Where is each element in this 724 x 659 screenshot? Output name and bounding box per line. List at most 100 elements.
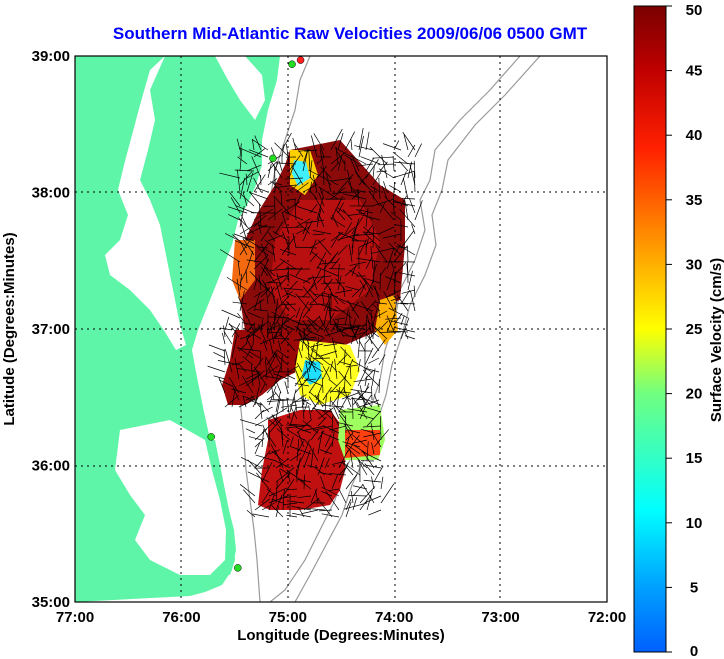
station-marker (234, 564, 242, 572)
current-vector (267, 316, 290, 319)
current-vector (246, 224, 268, 235)
current-vector (316, 165, 328, 179)
current-vector (305, 360, 324, 373)
current-vector (218, 379, 233, 387)
current-vector (400, 171, 407, 186)
current-vector (401, 289, 416, 294)
current-vector (356, 257, 381, 263)
current-vector (359, 179, 374, 193)
colorbar-tick-label: 45 (686, 63, 703, 80)
current-vector (362, 452, 375, 469)
current-vector (378, 177, 381, 200)
current-vector (283, 287, 290, 298)
current-vector (259, 350, 262, 366)
current-vector (295, 266, 303, 277)
current-vector (242, 356, 254, 366)
current-vector (371, 368, 376, 387)
current-vector (403, 134, 409, 151)
current-vector (247, 471, 270, 483)
current-vector (351, 154, 360, 172)
y-tick-label: 38:00 (32, 185, 70, 202)
current-vector (338, 370, 352, 387)
current-vector (285, 292, 297, 298)
current-vector (253, 214, 267, 228)
current-vector (224, 394, 239, 408)
current-vector (213, 375, 226, 380)
current-vector (273, 373, 289, 380)
current-vector (271, 386, 275, 401)
current-vector (354, 171, 367, 186)
current-vector (342, 441, 361, 448)
current-vector (295, 246, 318, 249)
current-vector (398, 160, 409, 172)
current-vector (358, 460, 368, 469)
current-vector (351, 439, 368, 444)
current-vector (374, 327, 388, 340)
current-vector (351, 225, 358, 249)
current-vector (270, 181, 283, 186)
current-vector (235, 205, 255, 214)
current-vector (260, 288, 270, 298)
current-vector (322, 410, 333, 420)
current-vector (315, 353, 331, 366)
current-vector (296, 438, 300, 462)
current-vector (318, 213, 325, 228)
current-vector (393, 201, 416, 207)
current-vector (317, 430, 325, 441)
current-vector (253, 177, 262, 193)
current-vector (414, 143, 422, 158)
current-vector (293, 336, 317, 341)
current-vector (320, 166, 332, 179)
current-vector (284, 381, 289, 394)
current-vector (370, 422, 375, 441)
current-vector (231, 384, 240, 401)
current-vector (324, 434, 332, 448)
current-vector (258, 203, 262, 228)
current-vector (318, 509, 333, 512)
current-vector (302, 286, 318, 305)
colorbar-tick-label: 40 (686, 127, 703, 144)
current-vector (239, 218, 248, 242)
current-vector (371, 476, 375, 490)
current-vector (301, 395, 305, 420)
current-vector (365, 281, 374, 298)
current-vector (344, 131, 356, 151)
current-vector (236, 169, 241, 193)
current-vector (358, 285, 366, 298)
current-vector (294, 377, 309, 394)
current-vector (316, 266, 339, 277)
current-vector (364, 375, 368, 387)
current-vector (317, 430, 323, 455)
current-vector (301, 425, 326, 432)
current-vector (348, 312, 352, 331)
current-vector (347, 300, 360, 319)
current-vector (362, 483, 375, 504)
current-vector (273, 314, 276, 331)
current-vector (337, 132, 344, 151)
current-vector (266, 432, 277, 448)
current-vector (378, 378, 381, 394)
current-vector (275, 399, 281, 420)
current-vector (380, 483, 395, 504)
current-vector (358, 209, 374, 214)
current-vector (277, 350, 289, 359)
current-vector (271, 505, 284, 518)
current-vector (316, 275, 325, 284)
current-vector (336, 150, 346, 165)
current-vector (364, 278, 381, 284)
current-vector (237, 260, 241, 277)
current-vector (386, 247, 395, 270)
current-vector (280, 355, 283, 373)
colorbar-tick-label: 5 (690, 579, 698, 596)
current-vector (319, 148, 325, 172)
current-vector (323, 425, 340, 434)
colorbar-tick-label: 30 (686, 256, 703, 273)
current-vector (351, 433, 368, 448)
current-vector (346, 444, 361, 455)
colorbar-tick-label: 50 (686, 2, 703, 19)
current-vector (295, 427, 312, 434)
current-vector (321, 490, 333, 497)
current-vector (287, 366, 299, 373)
current-vector (275, 494, 283, 511)
